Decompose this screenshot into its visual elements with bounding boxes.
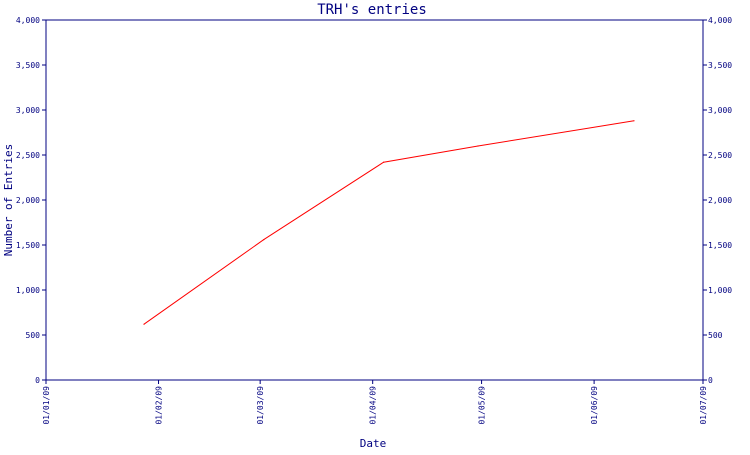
- y-tick-label-right: 4,000: [708, 16, 732, 25]
- x-tick-label: 01/01/09: [42, 386, 51, 425]
- y-tick-label-right: 500: [708, 331, 723, 340]
- y-tick-label-right: 3,500: [708, 61, 732, 70]
- y-tick-label-right: 1,500: [708, 241, 732, 250]
- x-tick-label: 01/03/09: [256, 386, 265, 425]
- data-point: [633, 120, 635, 122]
- y-tick-label-left: 0: [35, 376, 40, 385]
- y-tick-label-right: 1,000: [708, 286, 732, 295]
- x-tick-label: 01/04/09: [369, 386, 378, 425]
- y-tick-label-right: 0: [708, 376, 713, 385]
- y-axis-label: Number of Entries: [2, 144, 15, 257]
- x-tick-label: 01/06/09: [590, 386, 599, 425]
- data-point: [383, 161, 385, 163]
- y-tick-label-right: 2,000: [708, 196, 732, 205]
- y-tick-label-left: 3,500: [16, 61, 40, 70]
- data-point: [143, 323, 145, 325]
- y-tick-label-left: 1,000: [16, 286, 40, 295]
- chart-title: TRH's entries: [317, 2, 427, 18]
- x-tick-label: 01/05/09: [478, 386, 487, 425]
- data-point: [263, 239, 265, 241]
- x-axis-label: Date: [360, 437, 387, 450]
- y-tick-label-left: 2,000: [16, 196, 40, 205]
- y-tick-label-right: 2,500: [708, 151, 732, 160]
- y-tick-label-left: 3,000: [16, 106, 40, 115]
- x-tick-label: 01/07/09: [699, 386, 708, 425]
- series-line: [143, 120, 635, 325]
- y-tick-label-left: 4,000: [16, 16, 40, 25]
- y-tick-label-left: 1,500: [16, 241, 40, 250]
- data-point: [477, 145, 479, 147]
- x-tick-label: 01/02/09: [155, 386, 164, 425]
- plot-frame: [45, 19, 704, 381]
- y-tick-label-left: 500: [26, 331, 41, 340]
- y-tick-label-right: 3,000: [708, 106, 732, 115]
- y-tick-label-left: 2,500: [16, 151, 40, 160]
